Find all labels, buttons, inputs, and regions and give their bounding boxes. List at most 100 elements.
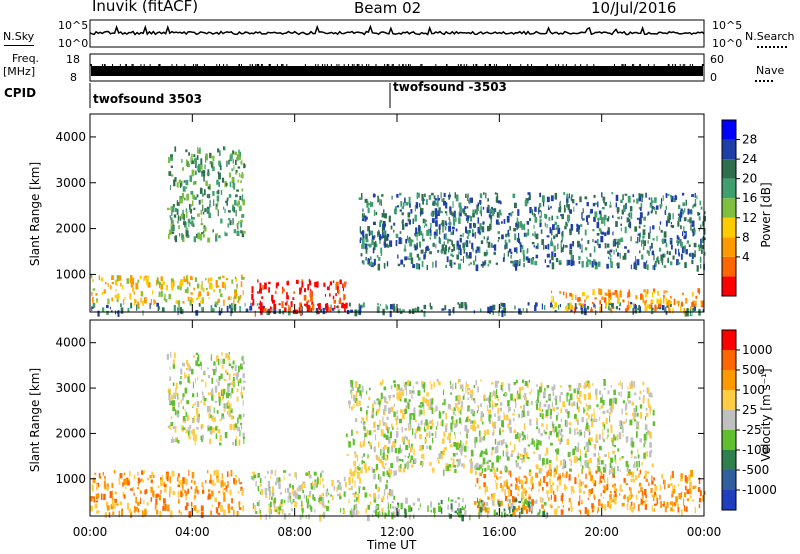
- velocity-cell: [686, 498, 690, 502]
- power-cell: [482, 262, 486, 266]
- velocity-cell: [483, 482, 486, 488]
- velocity-cell: [313, 497, 316, 501]
- velocity-cell: [509, 426, 512, 434]
- power-cell: [371, 239, 374, 245]
- velocity-cell: [366, 414, 368, 422]
- power-cell: [197, 146, 199, 153]
- power-cell: [687, 219, 690, 222]
- power-cell: [543, 244, 545, 250]
- velocity-cell: [413, 410, 415, 414]
- velocity-cell: [181, 493, 185, 496]
- velocity-cell: [221, 473, 223, 480]
- velocity-cell: [535, 472, 539, 478]
- power-cell: [182, 167, 184, 171]
- velocity-cell: [643, 442, 645, 448]
- velocity-cell: [178, 498, 180, 504]
- velocity-cell: [528, 380, 530, 383]
- power-cell: [404, 256, 407, 261]
- power-cell: [676, 235, 679, 240]
- velocity-cell: [360, 444, 363, 448]
- power-cell: [191, 220, 194, 227]
- velocity-cell: [541, 409, 544, 412]
- velocity-cell: [369, 501, 372, 505]
- velocity-cell: [603, 439, 605, 443]
- power-cell: [239, 306, 241, 313]
- power-cell: [162, 307, 165, 312]
- power-cell: [551, 255, 554, 261]
- velocity-cell: [415, 381, 419, 385]
- power-cell: [474, 209, 476, 213]
- power-cell: [660, 254, 664, 261]
- velocity-cell: [515, 401, 517, 408]
- power-cell: [180, 279, 184, 286]
- power-cell: [402, 219, 404, 224]
- power-cell: [194, 196, 197, 200]
- nsearch-tick-top: 10^5: [712, 19, 743, 32]
- power-cell: [423, 198, 425, 201]
- power-cell: [519, 244, 523, 248]
- velocity-cell: [555, 469, 557, 475]
- velocity-cell: [242, 355, 244, 362]
- velocity-cell: [135, 496, 137, 504]
- velocity-cell: [532, 451, 536, 454]
- velocity-cell: [223, 388, 226, 395]
- velocity-cell: [555, 432, 559, 438]
- power-cell: [231, 279, 234, 284]
- power-cell: [591, 260, 594, 268]
- velocity-cell: [111, 482, 114, 489]
- velocity-cell: [437, 381, 440, 384]
- velocity-cell: [520, 507, 523, 515]
- velocity-cell: [214, 483, 216, 487]
- velocity-cell: [446, 436, 449, 440]
- power-cell: [615, 306, 619, 310]
- velocity-cell: [227, 383, 231, 387]
- power-cell: [395, 233, 399, 238]
- power-cell: [337, 289, 340, 295]
- power-cell: [551, 251, 554, 258]
- velocity-cell: [367, 441, 370, 444]
- velocity-cell: [497, 408, 499, 415]
- velocity-cell: [537, 440, 540, 445]
- velocity-cell: [193, 480, 196, 485]
- velocity-cell: [422, 396, 425, 403]
- power-cell: [569, 244, 573, 250]
- velocity-cell: [459, 507, 462, 514]
- power-cell: [681, 246, 685, 254]
- velocity-cell: [421, 419, 423, 425]
- power-cell: [593, 259, 596, 265]
- velocity-cell: [426, 445, 429, 449]
- velocity-cell: [529, 501, 532, 504]
- velocity-cell: [307, 495, 311, 498]
- velocity-cell: [699, 490, 702, 497]
- power-cell: [452, 309, 454, 312]
- power-cell: [204, 189, 206, 196]
- power-cell: [210, 163, 213, 168]
- power-cell: [364, 215, 367, 222]
- velocity-cell: [520, 457, 523, 461]
- power-cell: [429, 302, 431, 307]
- power-cell: [189, 282, 191, 287]
- velocity-cell: [493, 421, 496, 429]
- velocity-cell: [126, 502, 130, 510]
- power-cell: [324, 293, 326, 297]
- power-cell: [332, 295, 335, 300]
- power-cell: [226, 160, 228, 167]
- velocity-cell: [554, 508, 557, 515]
- power-cell: [257, 291, 259, 294]
- power-cell: [510, 255, 512, 259]
- velocity-cell: [303, 484, 306, 488]
- velocity-cell: [375, 464, 379, 470]
- velocity-cell: [123, 472, 126, 476]
- velocity-cell: [569, 458, 572, 462]
- velocity-cell: [586, 422, 589, 430]
- velocity-cell: [506, 456, 510, 461]
- power-cell: [664, 210, 667, 215]
- power-cell: [106, 304, 109, 308]
- power-cell: [446, 211, 448, 216]
- velocity-cell: [182, 477, 185, 484]
- power-cell: [615, 202, 618, 208]
- velocity-cell: [537, 390, 540, 397]
- power-cell: [683, 226, 685, 232]
- power-cell: [449, 206, 452, 213]
